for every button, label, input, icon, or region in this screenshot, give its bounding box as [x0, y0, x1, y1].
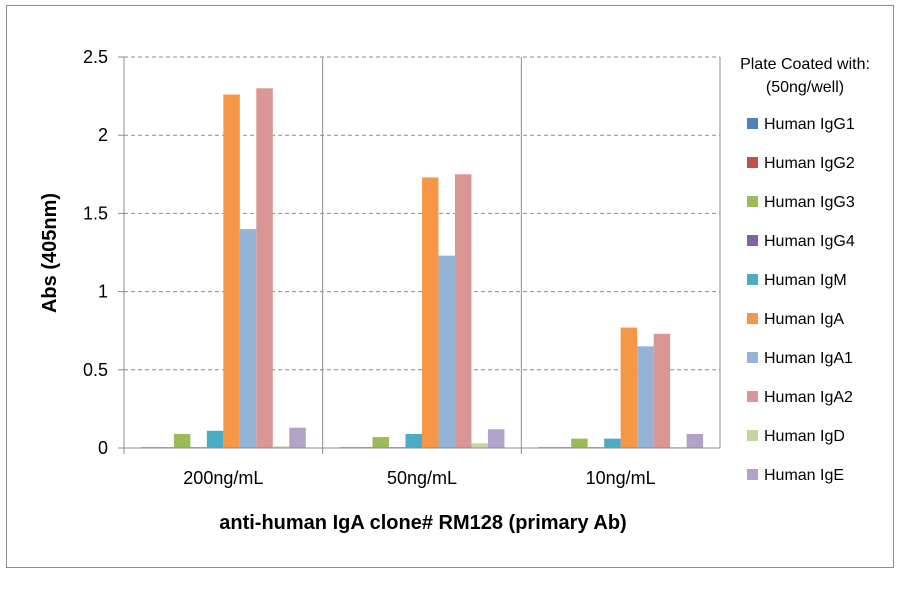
legend-swatch: [747, 391, 758, 402]
legend-label: Human IgG2: [764, 155, 855, 172]
bar: [686, 433, 704, 448]
legend-label: Human IgG1: [764, 116, 855, 133]
y-tick-labels: 0 0.5 1 1.5 2 2.5: [83, 47, 108, 458]
x-tick-label: 200ng/mL: [183, 468, 263, 488]
legend-swatch: [747, 313, 758, 324]
legend-swatch: [747, 196, 758, 207]
legend-label: Human IgE: [764, 467, 844, 484]
axes: [118, 56, 720, 454]
legend-title: (50ng/well): [766, 79, 844, 96]
chart-canvas: 0 0.5 1 1.5 2 2.5 200ng/mL 50ng/mL 10ng/mL Abs …: [39, 47, 870, 534]
legend-label: Human IgG4: [764, 233, 855, 250]
legend-label: Human IgD: [764, 428, 845, 445]
legend-swatch: [747, 157, 758, 168]
category-separators: [322, 57, 721, 448]
bar: [405, 433, 422, 448]
legend-swatch: [747, 274, 758, 285]
y-tick-label: 0.5: [83, 360, 108, 380]
bar: [372, 437, 390, 448]
bars: [140, 88, 704, 449]
bar: [272, 446, 290, 448]
legend-label: Human IgM: [764, 272, 847, 289]
legend-label: Human IgA1: [764, 350, 853, 367]
bar: [637, 346, 654, 448]
x-tick-labels: 200ng/mL 50ng/mL 10ng/mL: [183, 468, 655, 488]
bar: [256, 88, 273, 448]
y-tick-label: 2.5: [83, 47, 108, 67]
legend-swatch: [747, 352, 758, 363]
bar: [206, 430, 224, 448]
bar: [223, 94, 240, 448]
bar: [454, 174, 472, 449]
bar: [289, 427, 306, 448]
x-tick-label: 10ng/mL: [586, 468, 656, 488]
bar: [471, 443, 488, 448]
legend-swatch: [747, 469, 758, 480]
y-tick-label: 1: [98, 282, 108, 302]
x-tick-label: 50ng/mL: [387, 468, 457, 488]
legend-swatch: [747, 235, 758, 246]
legend-swatch: [747, 118, 758, 129]
y-axis-label: Abs (405nm): [39, 193, 61, 313]
legend: Plate Coated with: (50ng/well) Human IgG1 H…: [740, 56, 870, 484]
bar: [173, 433, 191, 448]
y-tick-label: 0: [98, 438, 108, 458]
bar: [620, 327, 638, 448]
bar: [422, 177, 439, 449]
bar: [653, 333, 671, 448]
y-tick-label: 1.5: [83, 203, 108, 223]
x-axis-label: anti-human IgA clone# RM128 (primary Ab): [219, 512, 626, 534]
bar: [239, 229, 257, 448]
legend-label: Human IgG3: [764, 194, 855, 211]
legend-label: Human IgA2: [764, 389, 853, 406]
bar: [604, 438, 621, 448]
chart-frame: 0 0.5 1 1.5 2 2.5 200ng/mL 50ng/mL 10ng/mL Abs …: [6, 5, 894, 568]
legend-title: Plate Coated with:: [740, 56, 870, 73]
bar: [438, 255, 455, 448]
bar: [571, 438, 588, 448]
bar: [487, 429, 505, 448]
legend-label: Human IgA: [764, 311, 844, 328]
y-tick-label: 2: [98, 125, 108, 145]
legend-swatch: [747, 430, 758, 441]
